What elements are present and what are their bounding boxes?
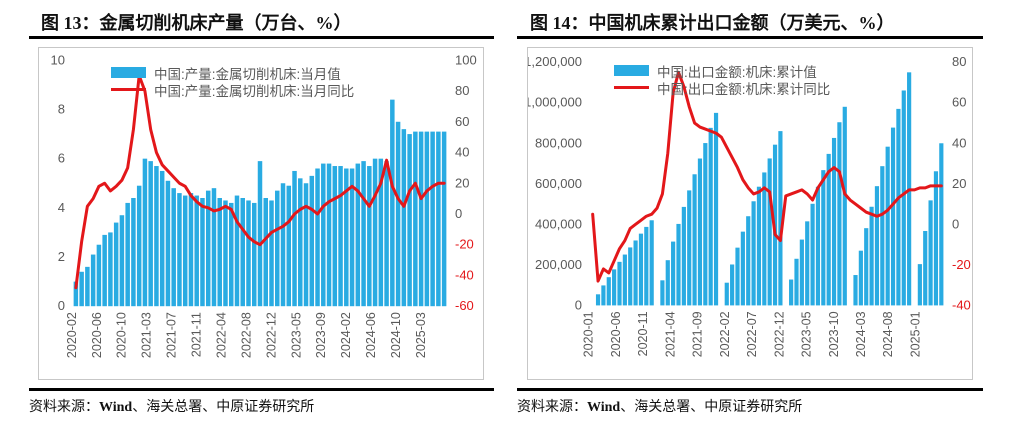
svg-text:40: 40 (952, 135, 966, 150)
svg-text:2023-10: 2023-10 (827, 311, 841, 357)
svg-text:80: 80 (455, 83, 469, 98)
svg-text:-40: -40 (952, 297, 971, 312)
svg-text:6: 6 (58, 151, 65, 166)
svg-text:2020-06: 2020-06 (90, 312, 104, 358)
svg-text:2022-12: 2022-12 (772, 311, 786, 357)
svg-text:2020-01: 2020-01 (582, 311, 596, 357)
svg-text:2024-03: 2024-03 (854, 311, 868, 357)
svg-text:80: 80 (952, 54, 966, 69)
svg-text:2: 2 (58, 249, 65, 264)
svg-text:2021-07: 2021-07 (165, 312, 179, 358)
svg-text:-20: -20 (952, 257, 971, 272)
svg-text:2021-03: 2021-03 (140, 312, 154, 358)
svg-text:2022-02: 2022-02 (718, 311, 732, 357)
svg-text:0: 0 (952, 216, 959, 231)
svg-text:2022-07: 2022-07 (745, 311, 759, 357)
svg-text:2022-08: 2022-08 (239, 312, 253, 358)
svg-text:-40: -40 (455, 267, 474, 282)
svg-text:2020-02: 2020-02 (65, 312, 79, 358)
svg-text:2021-09: 2021-09 (691, 311, 705, 357)
svg-text:0: 0 (575, 297, 582, 312)
svg-text:2025-03: 2025-03 (414, 312, 428, 358)
svg-text:100: 100 (455, 52, 477, 67)
svg-text:-60: -60 (455, 298, 474, 313)
svg-text:8: 8 (58, 101, 65, 116)
svg-text:60: 60 (952, 95, 966, 110)
svg-text:2024-02: 2024-02 (339, 312, 353, 358)
svg-text:40: 40 (455, 145, 469, 160)
svg-text:20: 20 (952, 176, 966, 191)
svg-text:1,000,000: 1,000,000 (528, 95, 582, 110)
svg-text:2021-11: 2021-11 (190, 312, 204, 357)
svg-text:2024-08: 2024-08 (881, 311, 895, 357)
svg-text:2023-09: 2023-09 (314, 312, 328, 358)
svg-text:2021-04: 2021-04 (663, 311, 677, 357)
svg-text:2020-10: 2020-10 (115, 312, 129, 358)
svg-text:1,200,000: 1,200,000 (528, 54, 582, 69)
svg-text:2023-05: 2023-05 (289, 312, 303, 358)
svg-text:2020-06: 2020-06 (609, 311, 623, 357)
svg-text:2023-05: 2023-05 (800, 311, 814, 357)
svg-text:4: 4 (58, 200, 65, 215)
svg-text:800,000: 800,000 (535, 135, 582, 150)
svg-text:20: 20 (455, 175, 469, 190)
svg-text:0: 0 (455, 206, 462, 221)
svg-text:2022-04: 2022-04 (214, 312, 228, 358)
svg-text:10: 10 (51, 52, 65, 67)
svg-text:600,000: 600,000 (535, 176, 582, 191)
svg-text:2020-11: 2020-11 (636, 311, 650, 356)
svg-text:-20: -20 (455, 237, 474, 252)
svg-text:2024-06: 2024-06 (364, 312, 378, 358)
svg-text:2024-10: 2024-10 (389, 312, 403, 358)
svg-text:2022-12: 2022-12 (264, 312, 278, 358)
svg-text:400,000: 400,000 (535, 216, 582, 231)
svg-text:2025-01: 2025-01 (908, 311, 922, 357)
svg-text:200,000: 200,000 (535, 257, 582, 272)
svg-text:0: 0 (58, 298, 65, 313)
svg-text:60: 60 (455, 114, 469, 129)
